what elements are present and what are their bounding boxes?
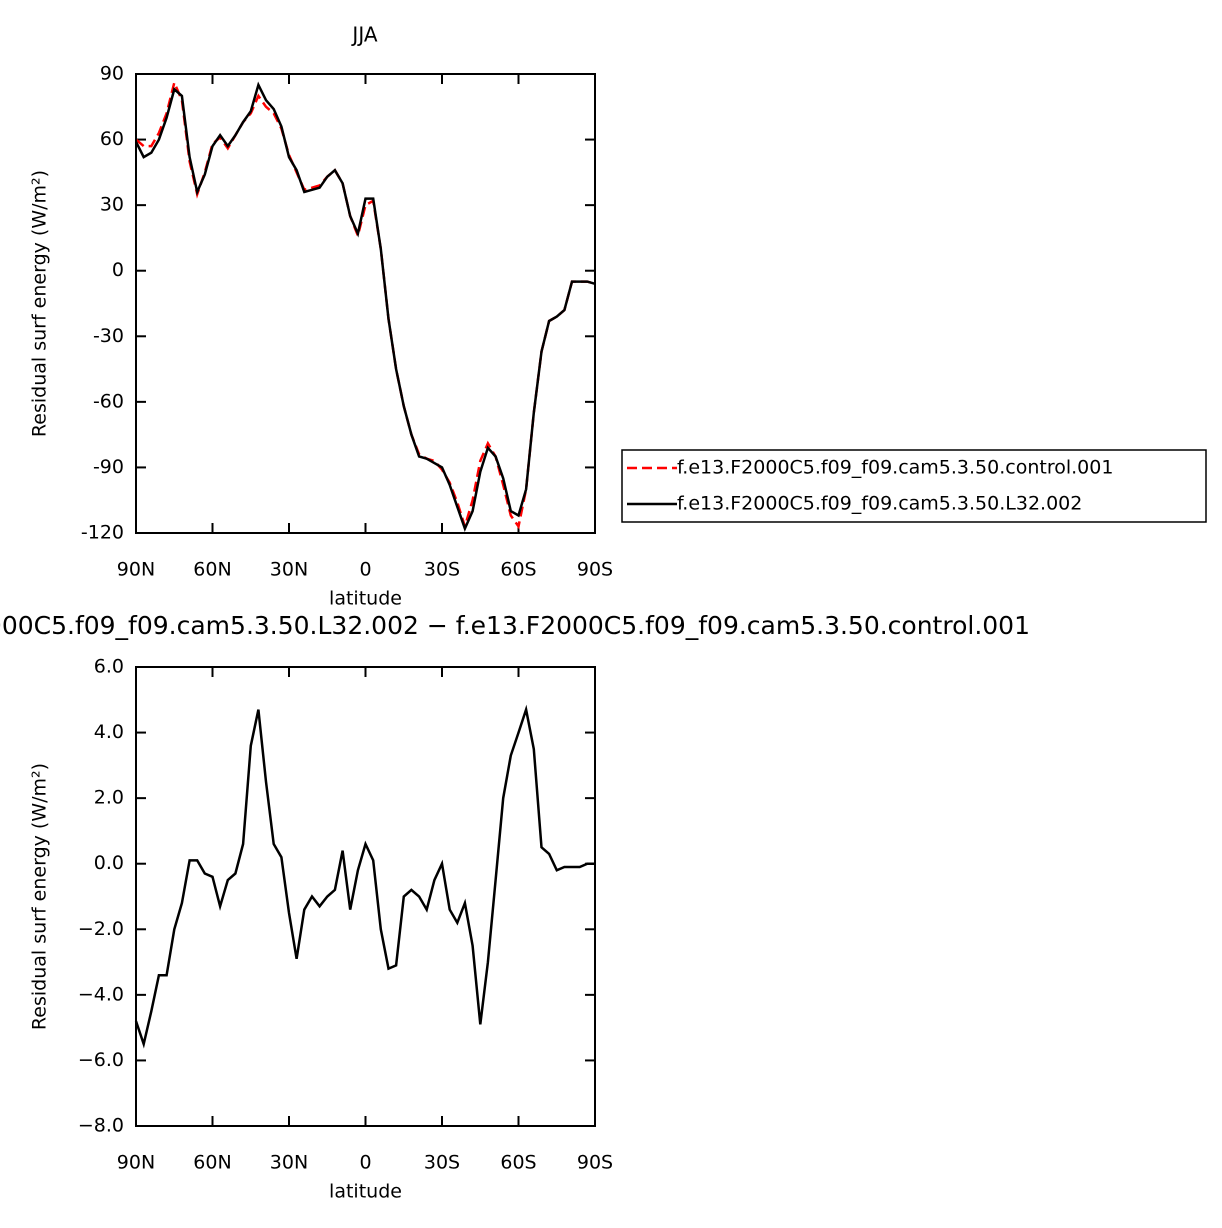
y-tick-label: 0 [112,259,124,281]
series-line [135,78,596,531]
x-tick-label: 30S [424,1152,460,1174]
chart-title: JJA [350,23,377,47]
x-tick-label: 30N [270,1152,308,1174]
y-tick-label: −2.0 [78,918,124,940]
y-tick-label: 30 [100,194,124,216]
y-tick-label: 0.0 [94,852,124,874]
x-axis-label: latitude [329,1181,402,1203]
x-tick-label: 90S [577,1152,613,1174]
x-tick-label: 30S [424,559,460,581]
y-tick-label: 2.0 [94,787,124,809]
x-tick-label: 0 [359,559,371,581]
x-tick-label: 90N [117,1152,155,1174]
y-tick-label: −4.0 [78,983,124,1005]
y-tick-label: 90 [100,63,124,85]
x-tick-label: 90S [577,559,613,581]
y-tick-label: -90 [93,456,124,478]
plot-frame [135,666,596,1127]
x-axis-label: latitude [329,588,402,610]
y-tick-label: 4.0 [94,721,124,743]
y-tick-label: 6.0 [94,656,124,678]
y-axis-label: Residual surf energy (W/m²) [29,763,51,1030]
legend-label: f.e13.F2000C5.f09_f09.cam5.3.50.control.… [677,457,1113,479]
y-tick-label: -30 [93,325,124,347]
y-tick-label: 60 [100,128,124,150]
x-tick-label: 0 [359,1152,371,1174]
x-tick-label: 60N [193,559,231,581]
legend-box [621,449,1207,523]
series-line [134,81,596,533]
y-tick-label: -120 [81,522,124,544]
x-tick-label: 90N [117,559,155,581]
plot-frame [135,73,596,534]
chart-title: f.e13.F2000C5.f09_f09.cam5.3.50.L32.002 … [0,611,1030,640]
legend-label: f.e13.F2000C5.f09_f09.cam5.3.50.L32.002 [677,493,1082,515]
series-line [134,704,595,1049]
x-tick-label: 60S [500,559,536,581]
y-tick-label: −8.0 [78,1115,124,1137]
y-axis-label: Residual surf energy (W/m²) [29,170,51,437]
x-tick-label: 60N [193,1152,231,1174]
y-tick-label: -60 [93,390,124,412]
x-tick-label: 30N [270,559,308,581]
y-tick-label: −6.0 [78,1049,124,1071]
x-tick-label: 60S [500,1152,536,1174]
